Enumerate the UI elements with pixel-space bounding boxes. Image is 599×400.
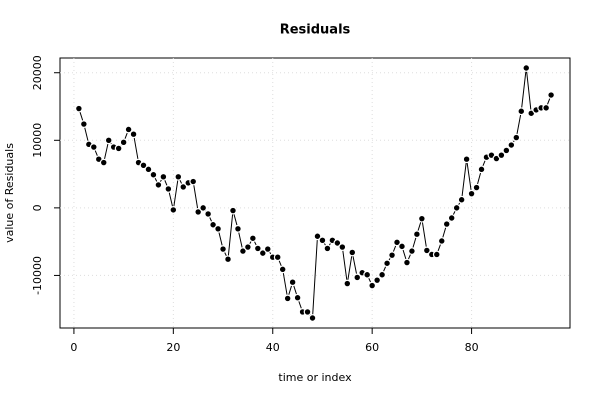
data-point <box>343 279 352 288</box>
data-point <box>432 250 441 259</box>
data-point <box>388 251 396 260</box>
data-point <box>417 214 426 223</box>
y-tick-label: -10000 <box>31 256 44 295</box>
data-point <box>467 189 476 198</box>
data-point <box>447 214 456 222</box>
data-point <box>507 141 516 149</box>
data-point <box>393 238 401 247</box>
data-point <box>273 253 282 262</box>
data-point <box>303 308 312 316</box>
data-point <box>114 144 123 153</box>
data-point <box>437 237 446 245</box>
data-point <box>159 172 168 181</box>
data-point <box>243 243 252 251</box>
data-point <box>263 245 272 253</box>
data-point <box>174 172 183 181</box>
data-point <box>502 146 511 155</box>
data-point <box>422 246 431 255</box>
data-point <box>89 143 98 151</box>
data-point <box>452 203 461 212</box>
y-tick-label: 0 <box>31 204 44 211</box>
y-tick-label: 10000 <box>31 123 44 158</box>
data-point <box>522 64 531 72</box>
data-point <box>333 239 342 247</box>
data-point <box>194 208 203 216</box>
data-point <box>363 270 372 279</box>
data-point <box>199 203 208 212</box>
data-point <box>368 281 377 290</box>
data-point <box>308 314 317 322</box>
x-tick-label: 60 <box>365 341 379 354</box>
data-point <box>99 158 108 167</box>
data-point <box>258 249 267 258</box>
data-point <box>154 180 163 189</box>
data-point <box>253 244 262 253</box>
data-point <box>497 151 506 160</box>
data-point <box>413 230 421 239</box>
data-point <box>383 259 391 268</box>
data-point <box>124 125 133 134</box>
data-point <box>74 104 83 113</box>
data-point <box>164 185 173 193</box>
data-point <box>348 248 357 257</box>
data-point <box>239 247 247 256</box>
data-point <box>144 165 153 174</box>
plot-frame <box>59 57 571 329</box>
data-point <box>403 258 411 267</box>
y-tick-label: 20000 <box>31 55 44 90</box>
data-point <box>408 247 416 256</box>
data-point <box>517 107 526 116</box>
data-point <box>139 161 148 170</box>
data-point <box>169 205 178 214</box>
data-point <box>547 91 556 99</box>
x-tick-label: 20 <box>166 341 180 354</box>
data-point <box>457 195 466 204</box>
data-point <box>248 234 257 243</box>
data-point <box>104 136 113 145</box>
data-point <box>353 273 362 282</box>
data-point <box>179 183 188 191</box>
data-point <box>119 138 128 147</box>
data-point <box>214 224 222 233</box>
x-tick-label: 40 <box>266 341 280 354</box>
series-line <box>78 67 552 320</box>
data-point <box>234 224 242 233</box>
data-point <box>229 206 237 215</box>
data-point <box>398 242 406 251</box>
data-point <box>442 220 451 228</box>
x-tick-label: 80 <box>465 341 479 354</box>
data-point <box>293 293 302 302</box>
data-point <box>542 103 551 112</box>
data-point <box>283 294 292 303</box>
data-point <box>278 265 287 274</box>
data-point <box>189 177 198 186</box>
data-point <box>318 236 327 245</box>
data-point <box>129 130 138 139</box>
data-point <box>373 276 382 285</box>
data-point <box>288 278 297 287</box>
data-point <box>224 255 232 264</box>
data-point <box>472 183 481 192</box>
x-axis-label: time or index <box>278 371 352 384</box>
x-tick-label: 0 <box>70 341 77 354</box>
data-point <box>219 245 227 253</box>
data-point <box>209 220 217 229</box>
data-point <box>79 120 88 128</box>
chart-title: Residuals <box>280 23 351 38</box>
data-point <box>149 170 158 179</box>
data-point <box>323 244 332 253</box>
data-point <box>512 133 521 142</box>
data-point <box>462 155 471 164</box>
data-point <box>313 232 322 241</box>
y-axis-label: value of Residuals <box>3 143 16 243</box>
data-point <box>204 210 213 218</box>
data-point <box>477 165 486 174</box>
data-point <box>338 243 347 251</box>
data-point <box>378 270 387 279</box>
